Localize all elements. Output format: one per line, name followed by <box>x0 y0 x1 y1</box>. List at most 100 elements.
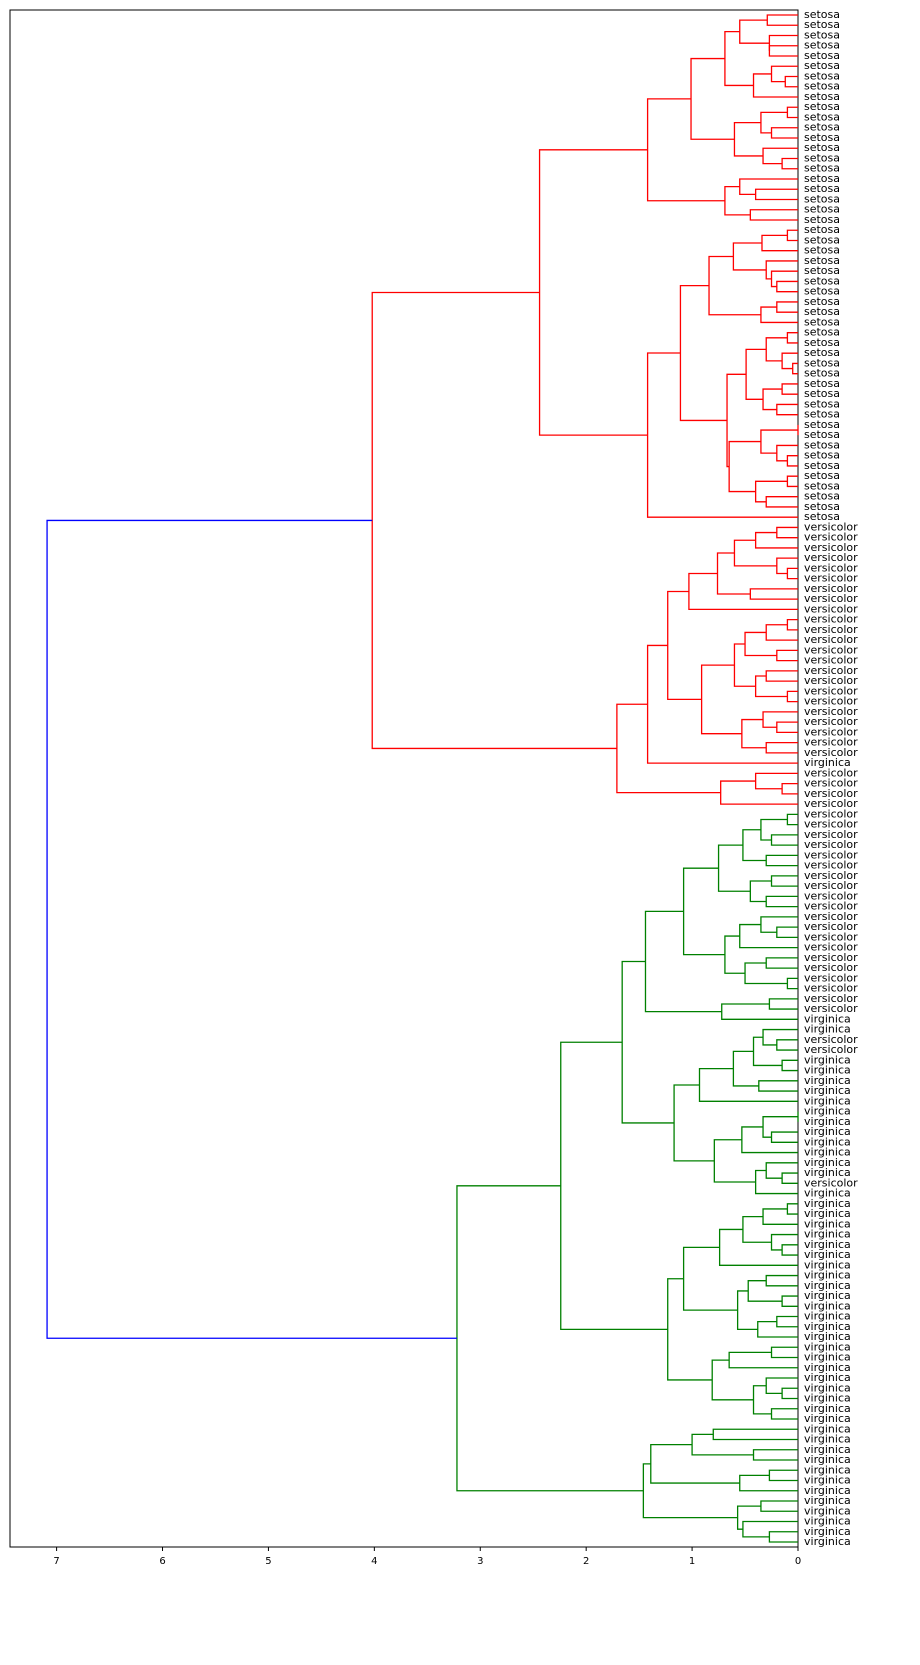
link <box>762 711 798 728</box>
leaf-label: versicolor <box>804 725 858 738</box>
link <box>621 960 675 1124</box>
leaf-label: setosa <box>804 274 840 287</box>
leaf-label: setosa <box>804 100 840 113</box>
leaf-label: setosa <box>804 131 840 144</box>
leaf-label: virginica <box>804 1525 851 1538</box>
leaf-label: virginica <box>804 1064 851 1077</box>
leaf-label: versicolor <box>804 592 858 605</box>
leaf-label: versicolor <box>804 684 858 697</box>
leaf-label: virginica <box>804 1248 851 1261</box>
leaf-label: setosa <box>804 459 840 472</box>
link <box>747 1280 783 1302</box>
link <box>786 229 798 242</box>
link <box>650 1443 740 1484</box>
link <box>754 1169 798 1195</box>
x-tick-label: 7 <box>53 1556 59 1567</box>
link <box>770 127 798 139</box>
leaf-label: versicolor <box>804 961 858 974</box>
link <box>781 157 798 170</box>
link <box>765 624 798 641</box>
leaf-label: versicolor <box>804 736 858 749</box>
leaf-label: setosa <box>804 223 840 236</box>
leaf-label: virginica <box>804 1135 851 1148</box>
link <box>728 1351 798 1369</box>
link <box>781 1059 798 1072</box>
link <box>742 1520 798 1538</box>
link <box>765 854 798 867</box>
leaf-label: versicolor <box>804 971 858 984</box>
link <box>766 14 798 26</box>
link <box>765 337 788 362</box>
leaf-label: versicolor <box>804 930 858 943</box>
link <box>736 1505 761 1530</box>
leaf-label: setosa <box>804 192 840 205</box>
leaf-label: virginica <box>804 756 851 769</box>
leaf-label: setosa <box>804 346 840 359</box>
link <box>711 1359 754 1401</box>
link <box>765 260 798 280</box>
link <box>754 772 798 790</box>
leaf-label: setosa <box>804 356 840 369</box>
leaf-label: virginica <box>804 1392 851 1405</box>
leaf-label: virginica <box>804 1474 851 1487</box>
link <box>713 1139 756 1183</box>
leaf-label: setosa <box>804 254 840 267</box>
leaf-label: versicolor <box>804 520 858 533</box>
x-tick-label: 5 <box>265 1556 271 1567</box>
leaf-label: setosa <box>804 90 840 103</box>
leaf-label: versicolor <box>804 859 858 872</box>
leaf-label: setosa <box>804 479 840 492</box>
link <box>765 496 798 508</box>
link <box>46 519 457 1339</box>
leaf-label: virginica <box>804 1187 851 1200</box>
link <box>754 188 798 201</box>
link <box>718 1228 798 1266</box>
link <box>768 34 798 51</box>
link <box>720 780 798 805</box>
link <box>781 1244 798 1256</box>
link <box>724 186 751 216</box>
leaf-label: versicolor <box>804 664 858 677</box>
link <box>733 121 764 157</box>
leaf-label: setosa <box>804 285 840 298</box>
leaf-label: setosa <box>804 182 840 195</box>
link <box>698 1068 798 1102</box>
link <box>762 1208 798 1225</box>
leaf-label: virginica <box>804 1433 851 1446</box>
leaf-label: versicolor <box>804 674 858 687</box>
link <box>752 73 798 98</box>
leaf-label: setosa <box>804 69 840 82</box>
leaf-label: versicolor <box>804 746 858 759</box>
leaf-label: setosa <box>804 213 840 226</box>
leaf-label: setosa <box>804 162 840 175</box>
leaf-label: virginica <box>804 1422 851 1435</box>
link <box>770 270 798 288</box>
link <box>760 111 788 134</box>
leaf-label: virginica <box>804 1217 851 1230</box>
leaf-label: setosa <box>804 500 840 513</box>
link <box>786 813 798 826</box>
leaf-label: versicolor <box>804 777 858 790</box>
leaf-label: versicolor <box>804 797 858 810</box>
link <box>673 1084 715 1162</box>
leaf-label: virginica <box>804 1381 851 1394</box>
leaf-label: virginica <box>804 1310 851 1323</box>
link <box>765 895 798 908</box>
link <box>728 440 761 493</box>
link <box>752 1449 798 1461</box>
leaf-label: versicolor <box>804 531 858 544</box>
leaf-label: versicolor <box>804 807 858 820</box>
leaf-label: virginica <box>804 1340 851 1353</box>
link <box>726 373 747 468</box>
leaf-label: setosa <box>804 510 840 523</box>
leaf-label: virginica <box>804 1197 851 1210</box>
link <box>781 782 798 795</box>
link <box>770 1233 798 1251</box>
leaf-label: setosa <box>804 39 840 52</box>
link <box>744 631 777 657</box>
link <box>688 572 798 611</box>
link <box>682 867 725 956</box>
link <box>742 829 767 862</box>
leaf-label: versicolor <box>804 889 858 902</box>
